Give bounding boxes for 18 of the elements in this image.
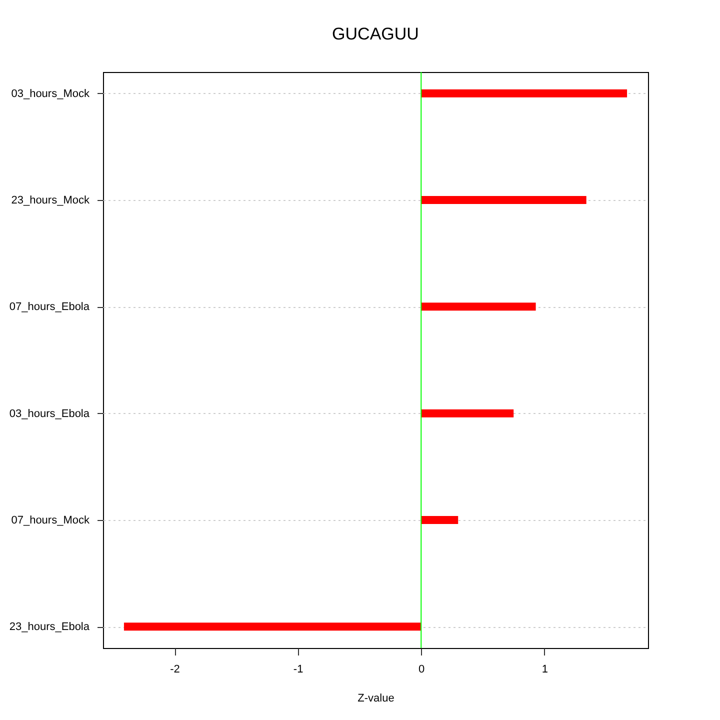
y-tick-label: 07_hours_Ebola xyxy=(9,301,90,314)
y-tick-label: 23_hours_Ebola xyxy=(9,621,90,634)
bar xyxy=(421,89,628,98)
x-tick-label: -1 xyxy=(293,664,304,676)
bar xyxy=(421,516,458,524)
x-axis-title: Z-value xyxy=(358,692,394,704)
y-tick-label: 03_hours_Mock xyxy=(11,88,90,100)
bar xyxy=(421,302,536,311)
x-tick-label: 0 xyxy=(418,664,425,676)
y-tick-label: 23_hours_Mock xyxy=(11,194,90,206)
bar xyxy=(421,409,514,418)
y-tick-label: 03_hours_Ebola xyxy=(9,408,90,420)
y-tick-label: 07_hours_Mock xyxy=(11,514,90,526)
bar xyxy=(124,622,422,631)
chart-title: GUCAGUU xyxy=(332,24,419,44)
bar xyxy=(421,196,586,204)
x-tick-label: 1 xyxy=(542,664,548,676)
x-tick-label: -2 xyxy=(170,664,180,676)
